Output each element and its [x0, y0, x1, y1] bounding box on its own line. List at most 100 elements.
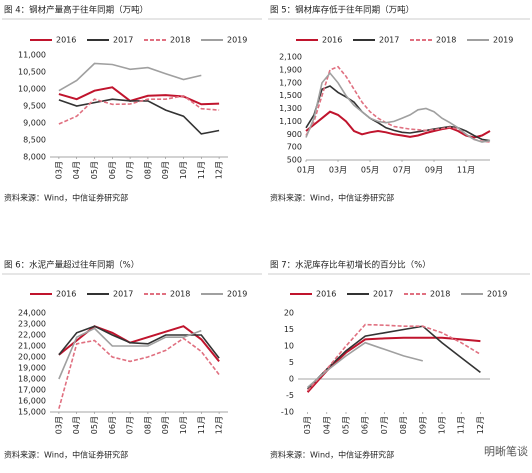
- x-tick-label: 08月: [143, 416, 152, 434]
- y-tick-label: 23,000: [18, 320, 46, 329]
- y-tick-label: 19,000: [18, 364, 46, 373]
- legend-label: 2019: [487, 290, 507, 299]
- y-tick-label: 0: [289, 375, 294, 384]
- y-tick-label: -5: [286, 391, 294, 400]
- legend-label: 2016: [316, 290, 336, 299]
- legend-label: 2017: [373, 290, 393, 299]
- y-tick-label: 1,700: [279, 78, 302, 87]
- y-tick-label: 900: [287, 130, 302, 139]
- legend-label: 2016: [322, 36, 342, 45]
- x-tick-label: 06月: [108, 416, 117, 434]
- y-tick-label: 20: [284, 309, 294, 318]
- series-line: [58, 86, 220, 106]
- y-tick-label: 15: [284, 325, 294, 334]
- x-tick-label: 12月: [215, 161, 224, 179]
- y-tick-label: 10: [284, 342, 294, 351]
- y-tick-label: 1,100: [279, 117, 302, 126]
- legend-label: 2018: [170, 36, 190, 45]
- y-tick-label: 10,000: [18, 85, 46, 94]
- y-tick-label: 9,000: [23, 119, 46, 128]
- x-tick-label: 09月: [425, 166, 443, 175]
- x-tick-label: 10月: [179, 161, 188, 179]
- legend-label: 2016: [56, 290, 76, 299]
- chart-title: 图 7：水泥库存比年初增长的百分比（%）: [270, 260, 431, 271]
- y-tick-label: 22,000: [18, 331, 46, 340]
- x-tick-label: 03月: [303, 416, 312, 434]
- series-line: [58, 98, 220, 135]
- x-tick-label: 05月: [361, 166, 379, 175]
- series-line: [58, 337, 220, 409]
- legend-label: 2019: [227, 36, 247, 45]
- x-tick-label: 06月: [108, 161, 117, 179]
- x-tick-label: 07月: [393, 166, 411, 175]
- x-tick-label: 06月: [361, 416, 370, 434]
- legend-label: 2019: [493, 36, 513, 45]
- x-tick-label: 08月: [399, 416, 408, 434]
- y-tick-label: 8,500: [23, 136, 46, 145]
- x-tick-label: 07月: [380, 416, 389, 434]
- legend-label: 2017: [113, 290, 133, 299]
- series-line: [307, 341, 424, 388]
- series-line: [305, 71, 491, 143]
- x-tick-label: 08月: [143, 161, 152, 179]
- x-tick-label: 03月: [54, 161, 63, 179]
- x-tick-label: 07月: [126, 161, 135, 179]
- legend-label: 2017: [379, 36, 399, 45]
- watermark: 明晰笔谈: [484, 444, 528, 458]
- x-tick-label: 11月: [197, 416, 206, 434]
- series-line: [307, 325, 481, 390]
- legend-label: 2018: [170, 290, 190, 299]
- y-tick-label: 20,000: [18, 353, 46, 362]
- x-tick-label: 11月: [457, 166, 475, 175]
- y-tick-label: 21,000: [18, 342, 46, 351]
- source-note: 资料来源：Wind，中信证券研究部: [270, 193, 394, 203]
- y-tick-label: 17,000: [18, 386, 46, 395]
- series-line: [307, 323, 481, 392]
- y-tick-label: 700: [287, 143, 302, 152]
- x-tick-label: 09月: [418, 416, 427, 434]
- y-tick-label: 1,500: [279, 91, 302, 100]
- x-tick-label: 10月: [438, 416, 447, 434]
- x-tick-label: 09月: [161, 416, 170, 434]
- y-tick-label: 5: [289, 358, 294, 367]
- series-line: [58, 327, 202, 380]
- x-tick-label: 12月: [476, 416, 485, 434]
- y-tick-label: 500: [287, 156, 302, 165]
- x-tick-label: 03月: [329, 166, 347, 175]
- y-tick-label: 24,000: [18, 309, 46, 318]
- source-note: 资料来源：Wind，中信证券研究部: [4, 193, 128, 203]
- series-line: [58, 62, 202, 92]
- y-tick-label: 1,900: [279, 65, 302, 74]
- x-tick-label: 04月: [322, 416, 331, 434]
- x-tick-label: 11月: [197, 161, 206, 179]
- y-tick-label: 1,300: [279, 104, 302, 113]
- x-tick-label: 11月: [457, 416, 466, 434]
- x-tick-label: 05月: [342, 416, 351, 434]
- y-tick-label: -10: [281, 408, 294, 417]
- x-tick-label: 01月: [297, 166, 315, 175]
- legend-label: 2016: [56, 36, 76, 45]
- series-line: [58, 94, 220, 125]
- x-tick-label: 12月: [215, 416, 224, 434]
- chart-title: 图 4：钢材产量高于往年同期（万吨）: [4, 5, 148, 16]
- x-tick-label: 04月: [72, 416, 81, 434]
- y-tick-label: 15,000: [18, 408, 46, 417]
- y-tick-label: 10,500: [18, 68, 46, 77]
- x-tick-label: 04月: [72, 161, 81, 179]
- x-tick-label: 05月: [90, 161, 99, 179]
- y-tick-label: 11,000: [18, 51, 46, 60]
- x-tick-label: 09月: [161, 161, 170, 179]
- source-note: 资料来源：Wind，中信证券研究部: [270, 450, 394, 460]
- chart-title: 图 5：钢材库存低于往年同期（万吨）: [270, 5, 414, 16]
- y-tick-label: 9,500: [23, 102, 46, 111]
- chart-title: 图 6：水泥产量超过往年同期（%）: [4, 260, 139, 271]
- y-tick-label: 8,000: [23, 153, 46, 162]
- series-line: [58, 325, 220, 359]
- series-line: [305, 65, 491, 143]
- x-tick-label: 10月: [179, 416, 188, 434]
- x-tick-label: 05月: [90, 416, 99, 434]
- source-note: 资料来源：Wind，中信证券研究部: [4, 450, 128, 460]
- legend-label: 2019: [227, 290, 247, 299]
- x-tick-label: 07月: [126, 416, 135, 434]
